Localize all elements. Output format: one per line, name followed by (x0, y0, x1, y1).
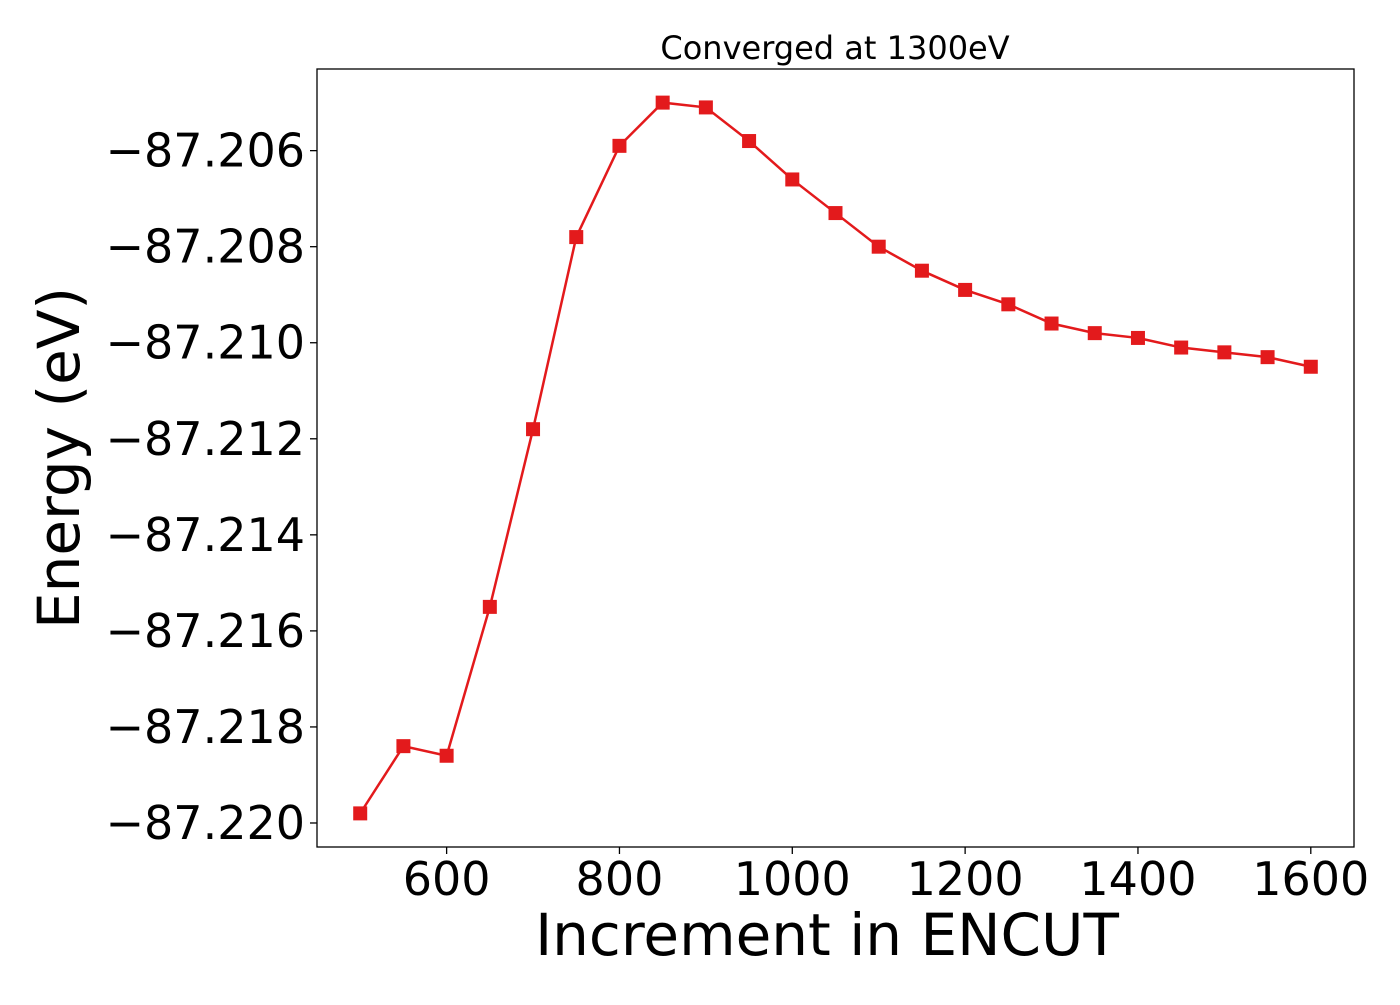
y-tick-label: −87.214 (106, 508, 306, 562)
data-point-marker (742, 134, 757, 149)
data-point-marker (828, 206, 843, 221)
data-point-marker (396, 739, 411, 754)
data-point-marker (698, 100, 713, 115)
y-axis-label: Energy (eV) (25, 287, 93, 629)
data-point-marker (1260, 350, 1275, 365)
chart-title: Converged at 1300eV (660, 29, 1009, 67)
data-point-marker (871, 239, 886, 254)
series-layer (353, 95, 1318, 821)
y-axis-ticks: −87.206 −87.208 −87.210 −87.212 −87.214 −87.2… (106, 124, 317, 850)
y-tick-label: −87.208 (106, 220, 306, 274)
data-point-marker (353, 806, 368, 821)
data-point-marker (655, 95, 670, 110)
data-point-marker (1044, 316, 1059, 331)
data-point-marker (914, 263, 929, 278)
y-tick-label: −87.212 (106, 412, 306, 466)
data-point-marker (482, 599, 497, 614)
x-tick-label: 1200 (907, 852, 1024, 906)
y-tick-label: −87.220 (106, 796, 306, 850)
y-tick-label: −87.216 (106, 604, 306, 658)
y-tick-label: −87.210 (106, 316, 306, 370)
data-point-marker (1087, 326, 1102, 341)
data-point-marker (526, 422, 541, 437)
x-axis-ticks: 600 800 1000 1200 1400 1600 (403, 847, 1369, 906)
x-tick-label: 800 (576, 852, 664, 906)
plot-area-frame (316, 68, 1355, 848)
data-point-marker (958, 282, 973, 297)
data-point-marker (612, 138, 627, 153)
data-point-marker (1174, 340, 1189, 355)
x-axis-label: Increment in ENCUT (535, 901, 1119, 969)
data-point-marker (1217, 345, 1232, 360)
x-tick-label: 1600 (1252, 852, 1369, 906)
x-tick-label: 600 (403, 852, 491, 906)
data-point-marker (1001, 297, 1016, 312)
x-tick-label: 1400 (1079, 852, 1196, 906)
data-point-marker (1303, 359, 1318, 374)
data-point-marker (1130, 330, 1145, 345)
data-point-marker (439, 748, 454, 763)
data-point-marker (785, 172, 800, 187)
data-point-marker (569, 230, 584, 245)
y-tick-label: −87.218 (106, 700, 306, 754)
y-tick-label: −87.206 (106, 124, 306, 178)
x-tick-label: 1000 (734, 852, 851, 906)
